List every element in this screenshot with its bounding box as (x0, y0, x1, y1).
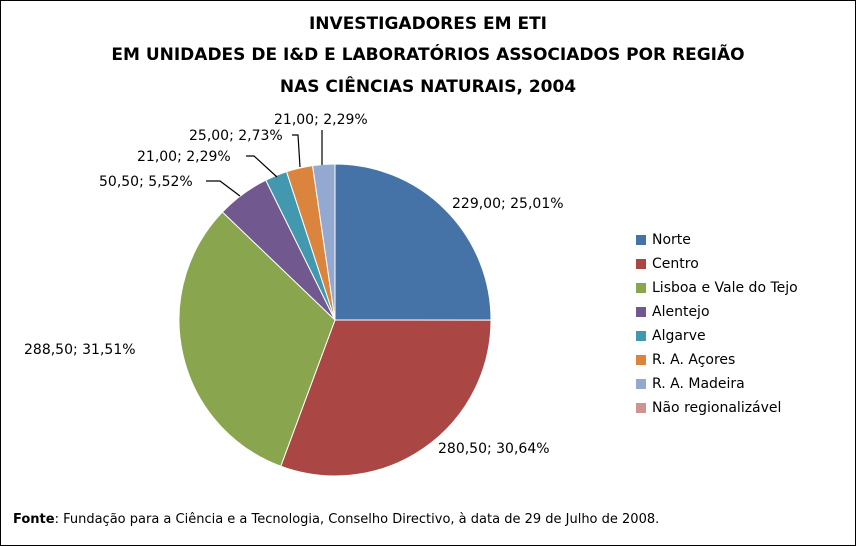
legend-label: R. A. Madeira (652, 376, 745, 392)
data-label: 21,00; 2,29% (137, 149, 231, 165)
legend-label: R. A. Açores (652, 352, 736, 368)
legend-swatch (636, 379, 646, 389)
data-label: 21,00; 2,29% (274, 112, 368, 128)
chart-title-line-3: NAS CIÊNCIAS NATURAIS, 2004 (279, 77, 577, 97)
chart-legend: Norte Centro Lisboa e Vale do Tejo Alentejo… (636, 228, 798, 420)
legend-label: Centro (652, 256, 699, 272)
chart-title-line-1: INVESTIGADORES EM ETI (308, 14, 547, 34)
legend-label: Norte (652, 232, 691, 248)
data-label: 280,50; 30,64% (438, 441, 550, 457)
data-label: 25,00; 2,73% (189, 128, 283, 144)
legend-swatch (636, 259, 646, 269)
data-label: 50,50; 5,52% (99, 174, 193, 190)
chart-title-line-2: EM UNIDADES DE I&D E LABORATÓRIOS ASSOCI… (111, 45, 745, 65)
legend-item: R. A. Madeira (636, 372, 798, 396)
leader-line (206, 180, 241, 197)
legend-swatch (636, 307, 646, 317)
source-text: : Fundação para a Ciência e a Tecnologia… (54, 512, 660, 527)
pie-slice-r-a-madeira (312, 163, 336, 321)
legend-swatch (636, 403, 646, 413)
source-note: Fonte: Fundação para a Ciência e a Tecno… (13, 512, 659, 527)
legend-swatch (636, 235, 646, 245)
data-label: 229,00; 25,01% (452, 196, 564, 212)
pie-slice-lisboa-e-vale-do-tejo (178, 211, 336, 467)
legend-label: Alentejo (652, 304, 710, 320)
legend-label: Não regionalizável (652, 400, 782, 416)
legend-item: Algarve (636, 324, 798, 348)
source-label: Fonte (13, 512, 55, 527)
legend-item: R. A. Açores (636, 348, 798, 372)
legend-item: Não regionalizável (636, 396, 798, 420)
legend-item: Norte (636, 228, 798, 252)
legend-swatch (636, 355, 646, 365)
data-label: 288,50; 31,51% (24, 342, 136, 358)
legend-item: Centro (636, 252, 798, 276)
pie-slice-norte (334, 163, 492, 321)
leader-line (246, 155, 278, 178)
pie-slice-centro (280, 319, 492, 477)
legend-label: Algarve (652, 328, 706, 344)
legend-swatch (636, 283, 646, 293)
legend-item: Lisboa e Vale do Tejo (636, 276, 798, 300)
legend-swatch (636, 331, 646, 341)
legend-item: Alentejo (636, 300, 798, 324)
leader-line (292, 134, 301, 168)
legend-label: Lisboa e Vale do Tejo (652, 280, 798, 296)
